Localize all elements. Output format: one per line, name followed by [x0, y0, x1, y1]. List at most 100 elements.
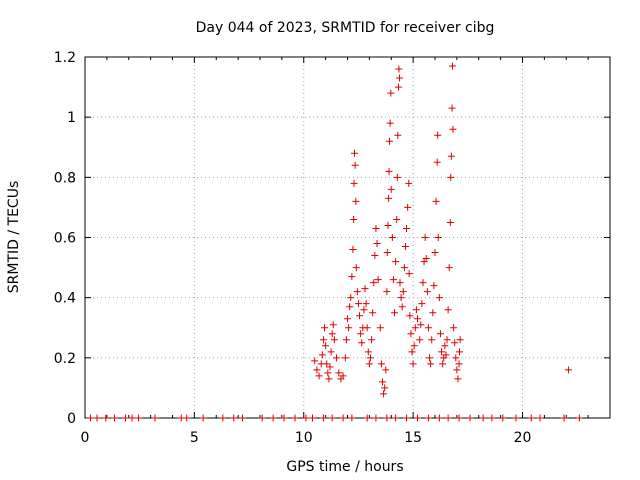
data-point [421, 234, 429, 241]
data-point [450, 324, 458, 332]
data-point [409, 360, 417, 368]
data-point [406, 312, 414, 320]
data-point [328, 414, 336, 422]
data-point [346, 303, 354, 311]
x-tick-label: 15 [404, 430, 422, 446]
data-point [394, 131, 402, 139]
data-point [380, 390, 388, 398]
data-point [387, 185, 395, 193]
data-point [328, 330, 336, 338]
data-point [397, 294, 405, 302]
data-point [361, 285, 369, 293]
data-point [560, 414, 568, 422]
x-tick-label: 20 [514, 430, 532, 446]
data-point [455, 414, 463, 422]
data-point [357, 330, 365, 338]
data-point [393, 173, 401, 181]
data-point [435, 294, 443, 302]
data-point [291, 414, 299, 422]
data-point [93, 414, 101, 422]
data-point [329, 321, 337, 329]
data-point [414, 315, 421, 323]
data-point [424, 414, 432, 422]
data-point [352, 197, 360, 205]
data-point [368, 336, 376, 344]
data-point [404, 203, 412, 211]
data-point [439, 360, 447, 368]
data-point [443, 336, 451, 344]
data-point [183, 414, 191, 422]
data-point [354, 300, 362, 308]
data-point [391, 309, 399, 317]
data-point [445, 264, 453, 272]
data-point [219, 414, 227, 422]
y-tick-label: 1 [67, 110, 76, 126]
data-point [417, 321, 425, 329]
data-point [389, 276, 397, 284]
y-tick-label: 0.8 [54, 170, 76, 186]
data-point [412, 306, 420, 314]
data-point [319, 336, 327, 344]
data-point [348, 273, 356, 281]
data-point [433, 158, 441, 166]
data-point [426, 354, 434, 362]
data-point [408, 348, 416, 356]
data-point [382, 366, 390, 374]
data-point [512, 414, 520, 422]
data-point [396, 74, 404, 82]
data-point [341, 354, 349, 362]
data-point [387, 89, 395, 97]
data-point [431, 249, 439, 257]
data-point [405, 179, 413, 187]
data-point [448, 104, 456, 112]
data-point [342, 336, 350, 344]
data-point [315, 372, 323, 380]
data-point [407, 330, 415, 338]
data-point [358, 339, 366, 347]
data-point [499, 414, 507, 422]
data-point [416, 336, 424, 344]
data-point [401, 243, 409, 251]
data-point [452, 354, 460, 362]
data-point [350, 215, 358, 223]
y-axis-label: SRMTID / TECUs [6, 181, 22, 294]
data-point [399, 288, 407, 296]
data-point [423, 288, 431, 296]
data-point [365, 360, 373, 368]
data-point [362, 300, 370, 308]
data-point [418, 300, 426, 308]
data-point [135, 414, 143, 422]
data-point [456, 336, 464, 344]
data-point [363, 414, 371, 422]
data-point [384, 221, 392, 229]
data-point [313, 366, 321, 374]
data-point [455, 360, 463, 368]
data-point [446, 218, 454, 226]
grid-lines [85, 57, 610, 418]
data-point [403, 414, 411, 422]
data-point [352, 264, 360, 272]
data-point [326, 363, 334, 371]
data-point [488, 414, 496, 422]
y-tick-label: 0.4 [54, 291, 76, 307]
data-point [428, 336, 436, 344]
data-point [322, 342, 330, 350]
data-points [86, 62, 583, 422]
data-point [411, 324, 419, 332]
data-point [339, 414, 347, 422]
data-point [385, 167, 393, 175]
data-point [230, 414, 238, 422]
data-point [444, 414, 452, 422]
data-point [102, 414, 110, 422]
data-point [456, 348, 463, 356]
data-point [386, 119, 394, 127]
data-point [319, 414, 327, 422]
data-point [386, 137, 393, 145]
data-point [410, 342, 418, 350]
data-point [128, 414, 136, 422]
data-point [86, 414, 94, 422]
data-point [366, 354, 374, 362]
x-tick-label: 0 [81, 430, 90, 446]
data-point [392, 414, 400, 422]
data-point [339, 372, 347, 380]
